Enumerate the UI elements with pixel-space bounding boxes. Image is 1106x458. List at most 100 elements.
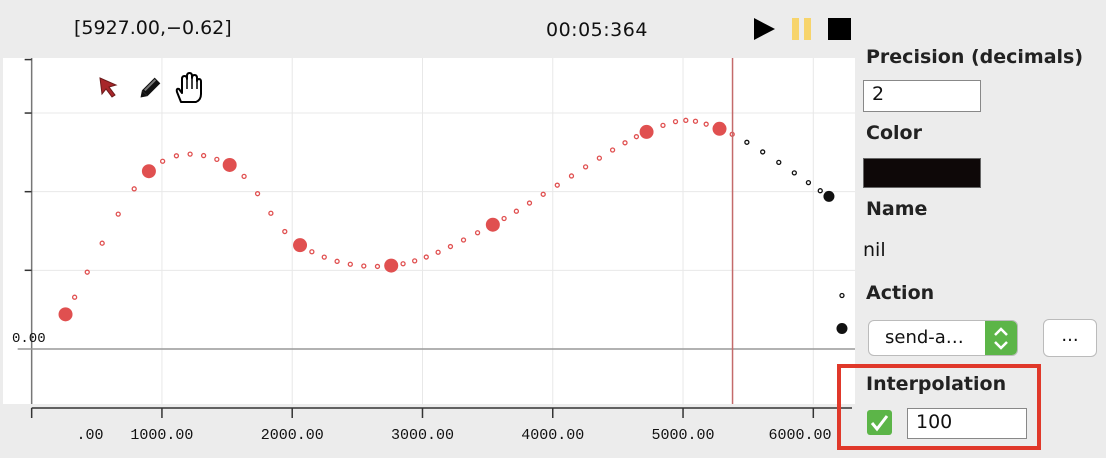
pencil-icon [140, 77, 161, 98]
x-tick-label: 4000.00 [521, 427, 585, 444]
interpolation-dot [660, 122, 666, 129]
interpolation-dot [115, 211, 121, 217]
checkmark-icon [870, 415, 889, 432]
interpolation-dot [540, 191, 546, 197]
top-bar: [5927.00,−0.62] 00:05:364 [0, 0, 860, 60]
interpolation-input[interactable]: 100 [907, 408, 1027, 439]
cursor-position-readout: [5927.00,−0.62] [74, 17, 232, 39]
interpolation-dot [474, 230, 481, 236]
interpolation-dot [760, 149, 766, 155]
interpolation-dot [672, 118, 679, 125]
interpolation-dot [692, 118, 699, 124]
interpolation-dot [513, 208, 520, 214]
interpolation-dot [609, 147, 616, 153]
interpolation-dot [173, 153, 180, 159]
interpolation-dot [400, 261, 406, 267]
precision-label: Precision (decimals) [866, 46, 1084, 68]
interpolation-dot [582, 164, 589, 170]
stop-button[interactable] [827, 16, 853, 42]
interpolation-dot [347, 261, 353, 267]
keypoint [222, 157, 237, 172]
arrow-cursor-icon [99, 77, 118, 98]
x-tick-label: 2000.00 [260, 427, 324, 444]
color-label: Color [866, 122, 922, 144]
x-axis: .00 1000.00 2000.00 3000.00 4000.00 5000.00 60… [0, 404, 860, 458]
interpolation-dot [187, 151, 193, 157]
play-icon [754, 18, 775, 40]
interpolation-dot [412, 258, 418, 264]
y-zero-label: 0.00 [12, 331, 46, 347]
action-select-value: send-a… [885, 327, 964, 348]
interpolation-highlight-box [837, 364, 1041, 450]
interpolation-dot [526, 200, 533, 206]
interpolation-dot [683, 117, 689, 123]
keypoint [384, 258, 399, 273]
interpolation-dot [374, 263, 381, 270]
interpolation-dot [214, 156, 220, 163]
name-label: Name [866, 198, 928, 220]
interpolation-dot [554, 182, 560, 188]
interpolation-dot [703, 121, 709, 127]
name-value: nil [863, 239, 886, 261]
keypoint [485, 217, 500, 232]
keypoint-inactive [836, 323, 848, 335]
interpolation-checkbox[interactable] [867, 410, 892, 435]
hand-icon [175, 72, 202, 103]
pause-button[interactable] [789, 16, 815, 42]
interpolation-label: Interpolation [866, 373, 1007, 395]
action-select[interactable]: send-a… [868, 320, 1018, 356]
interpolation-dot [460, 237, 467, 243]
action-more-button[interactable]: ... [1043, 319, 1097, 357]
hand-tool-button[interactable] [172, 72, 202, 103]
precision-input[interactable]: 2 [863, 80, 981, 112]
interpolation-dot [633, 134, 640, 140]
interpolation-dot [241, 173, 247, 180]
interpolation-dot [817, 188, 823, 194]
play-button[interactable] [751, 16, 777, 42]
interpolation-dot [568, 173, 575, 179]
plot-canvas[interactable] [3, 58, 855, 404]
interpolation-dot [254, 191, 261, 197]
x-tick-label: .00 [76, 427, 104, 444]
pencil-tool-button[interactable] [134, 74, 164, 104]
properties-panel: Precision (decimals) 2 Color Name nil Ac… [860, 40, 1106, 458]
keypoint [293, 238, 308, 253]
interpolation-dot [99, 240, 105, 246]
interpolation-dot [447, 243, 454, 250]
envelope-plot[interactable] [3, 58, 855, 404]
interpolation-dot [776, 159, 782, 166]
x-tick-label: 6000.00 [768, 427, 832, 444]
interpolation-dot [131, 186, 137, 192]
interpolation-dot [268, 210, 274, 216]
interpolation-dot [791, 170, 797, 176]
interpolation-dot [744, 139, 750, 145]
action-label: Action [866, 282, 935, 304]
interpolation-dot [435, 249, 441, 255]
interpolation-dot [622, 140, 628, 146]
arrow-tool-button[interactable] [96, 74, 126, 104]
chevron-updown-icon [985, 321, 1017, 355]
interpolation-dot [423, 254, 429, 260]
interpolation-dot [501, 215, 507, 222]
time-readout: 00:05:364 [546, 19, 648, 41]
interpolation-dot [839, 292, 845, 299]
interpolation-dot [71, 294, 78, 300]
interpolation-dot [309, 249, 315, 255]
x-tick-label: 1000.00 [130, 427, 194, 444]
interpolation-dot [321, 254, 327, 260]
interpolation-dot [84, 269, 90, 275]
keypoint [58, 307, 73, 322]
stop-icon [828, 18, 851, 40]
interpolation-dot [159, 158, 166, 164]
color-swatch[interactable] [863, 158, 981, 188]
pause-icon [792, 18, 811, 40]
x-tick-label: 3000.00 [390, 427, 454, 444]
interpolation-dot [334, 258, 340, 264]
interpolation-dot [361, 263, 367, 269]
interpolation-dot [805, 179, 812, 186]
x-tick-label: 5000.00 [651, 427, 715, 444]
interpolation-dot [596, 155, 603, 161]
x-axis-line [30, 407, 852, 418]
keypoint [712, 121, 727, 136]
interpolation-dot [200, 152, 207, 159]
